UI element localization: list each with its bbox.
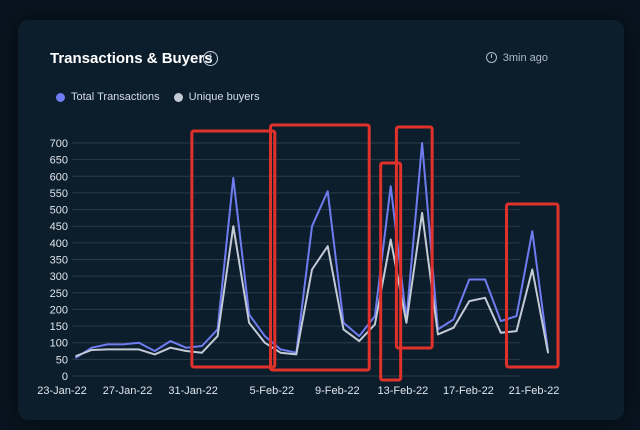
y-tick-label: 100	[50, 338, 68, 350]
y-tick-label: 550	[50, 188, 68, 200]
data-point	[106, 348, 109, 351]
data-point	[169, 346, 172, 349]
series-line-total-transactions	[75, 142, 549, 359]
highlight-box	[505, 202, 560, 369]
legend-swatch-unique	[173, 92, 183, 102]
x-tick-label: 27-Jan-22	[103, 385, 153, 397]
data-point	[264, 341, 266, 344]
data-point	[389, 185, 392, 188]
data-point	[421, 142, 423, 144]
data-point	[437, 333, 439, 336]
data-point	[138, 341, 140, 344]
y-tick-label: 650	[50, 155, 68, 167]
data-point	[232, 225, 235, 228]
data-point	[326, 245, 329, 247]
data-point	[75, 356, 77, 359]
data-point	[153, 353, 156, 356]
data-point	[201, 345, 203, 347]
data-point	[201, 351, 203, 354]
data-point	[232, 177, 235, 179]
y-tick-label: 400	[50, 238, 68, 250]
x-tick-label: 23-Jan-22	[37, 385, 87, 397]
legend-label-unique: Unique buyers	[188, 91, 260, 103]
y-tick-label: 700	[50, 138, 68, 150]
y-tick-label: 500	[50, 205, 68, 217]
y-tick-label: 600	[50, 171, 68, 183]
data-point	[421, 212, 423, 214]
data-point	[358, 335, 361, 337]
chart-title: Transactions & Buyers	[50, 50, 213, 67]
y-tick-label: 200	[50, 304, 68, 316]
data-point	[515, 315, 518, 317]
data-point	[138, 348, 140, 351]
data-point	[531, 230, 534, 233]
y-tick-label: 250	[50, 288, 68, 300]
data-point	[405, 321, 408, 324]
chart-legend: Total Transactions Unique buyers	[56, 91, 260, 103]
data-point	[122, 348, 124, 351]
data-point	[75, 355, 77, 357]
data-point	[279, 351, 282, 354]
clock-icon	[486, 52, 497, 63]
data-point	[531, 268, 534, 271]
x-tick-label: 9-Feb-22	[315, 385, 360, 397]
x-tick-label: 17-Feb-22	[443, 385, 494, 397]
data-point	[90, 349, 93, 351]
data-point	[547, 351, 549, 354]
data-point	[484, 296, 486, 299]
data-point	[295, 353, 298, 356]
x-tick-label: 5-Feb-22	[249, 385, 294, 397]
data-point	[311, 268, 313, 271]
last-updated-label: 3min ago	[502, 52, 548, 64]
x-tick-label: 31-Jan-22	[168, 385, 218, 397]
data-point	[452, 318, 455, 321]
data-point	[484, 278, 486, 281]
data-point	[106, 343, 109, 346]
y-tick-label: 50	[56, 354, 68, 366]
highlight-box	[190, 129, 277, 369]
data-point	[90, 346, 93, 349]
data-point	[515, 330, 518, 332]
legend-label-total: Total Transactions	[71, 91, 160, 103]
data-point	[311, 225, 313, 228]
data-point	[374, 315, 376, 317]
data-point	[500, 331, 502, 334]
data-point	[500, 320, 502, 322]
data-point	[185, 350, 187, 352]
y-tick-label: 350	[50, 255, 68, 267]
y-tick-label: 450	[50, 221, 68, 233]
data-point	[216, 335, 219, 337]
data-point	[342, 328, 345, 331]
highlight-box	[379, 161, 403, 382]
data-point	[264, 335, 266, 337]
series-line-unique-buyers	[75, 211, 549, 357]
data-point	[185, 346, 187, 349]
data-point	[279, 348, 282, 351]
data-point	[169, 340, 172, 342]
y-tick-label: 150	[50, 321, 68, 333]
info-icon[interactable]: i	[203, 51, 218, 66]
x-tick-label: 13-Feb-22	[378, 385, 429, 397]
legend-item-unique[interactable]: Unique buyers	[173, 91, 260, 103]
x-tick-label: 21-Feb-22	[509, 385, 560, 397]
data-point	[374, 323, 376, 326]
data-point	[122, 343, 124, 346]
highlight-box	[394, 125, 434, 350]
y-tick-label: 300	[50, 271, 68, 283]
data-point	[468, 278, 471, 281]
data-point	[389, 238, 392, 241]
chart-card	[18, 20, 624, 420]
data-point	[452, 326, 455, 329]
data-point	[326, 190, 329, 193]
data-point	[358, 340, 361, 342]
data-point	[468, 300, 471, 302]
highlight-box	[269, 123, 371, 372]
legend-item-total[interactable]: Total Transactions	[56, 91, 160, 103]
y-tick-label: 0	[62, 371, 68, 383]
data-point	[153, 350, 156, 352]
data-point	[248, 321, 250, 324]
legend-swatch-total	[56, 92, 65, 102]
